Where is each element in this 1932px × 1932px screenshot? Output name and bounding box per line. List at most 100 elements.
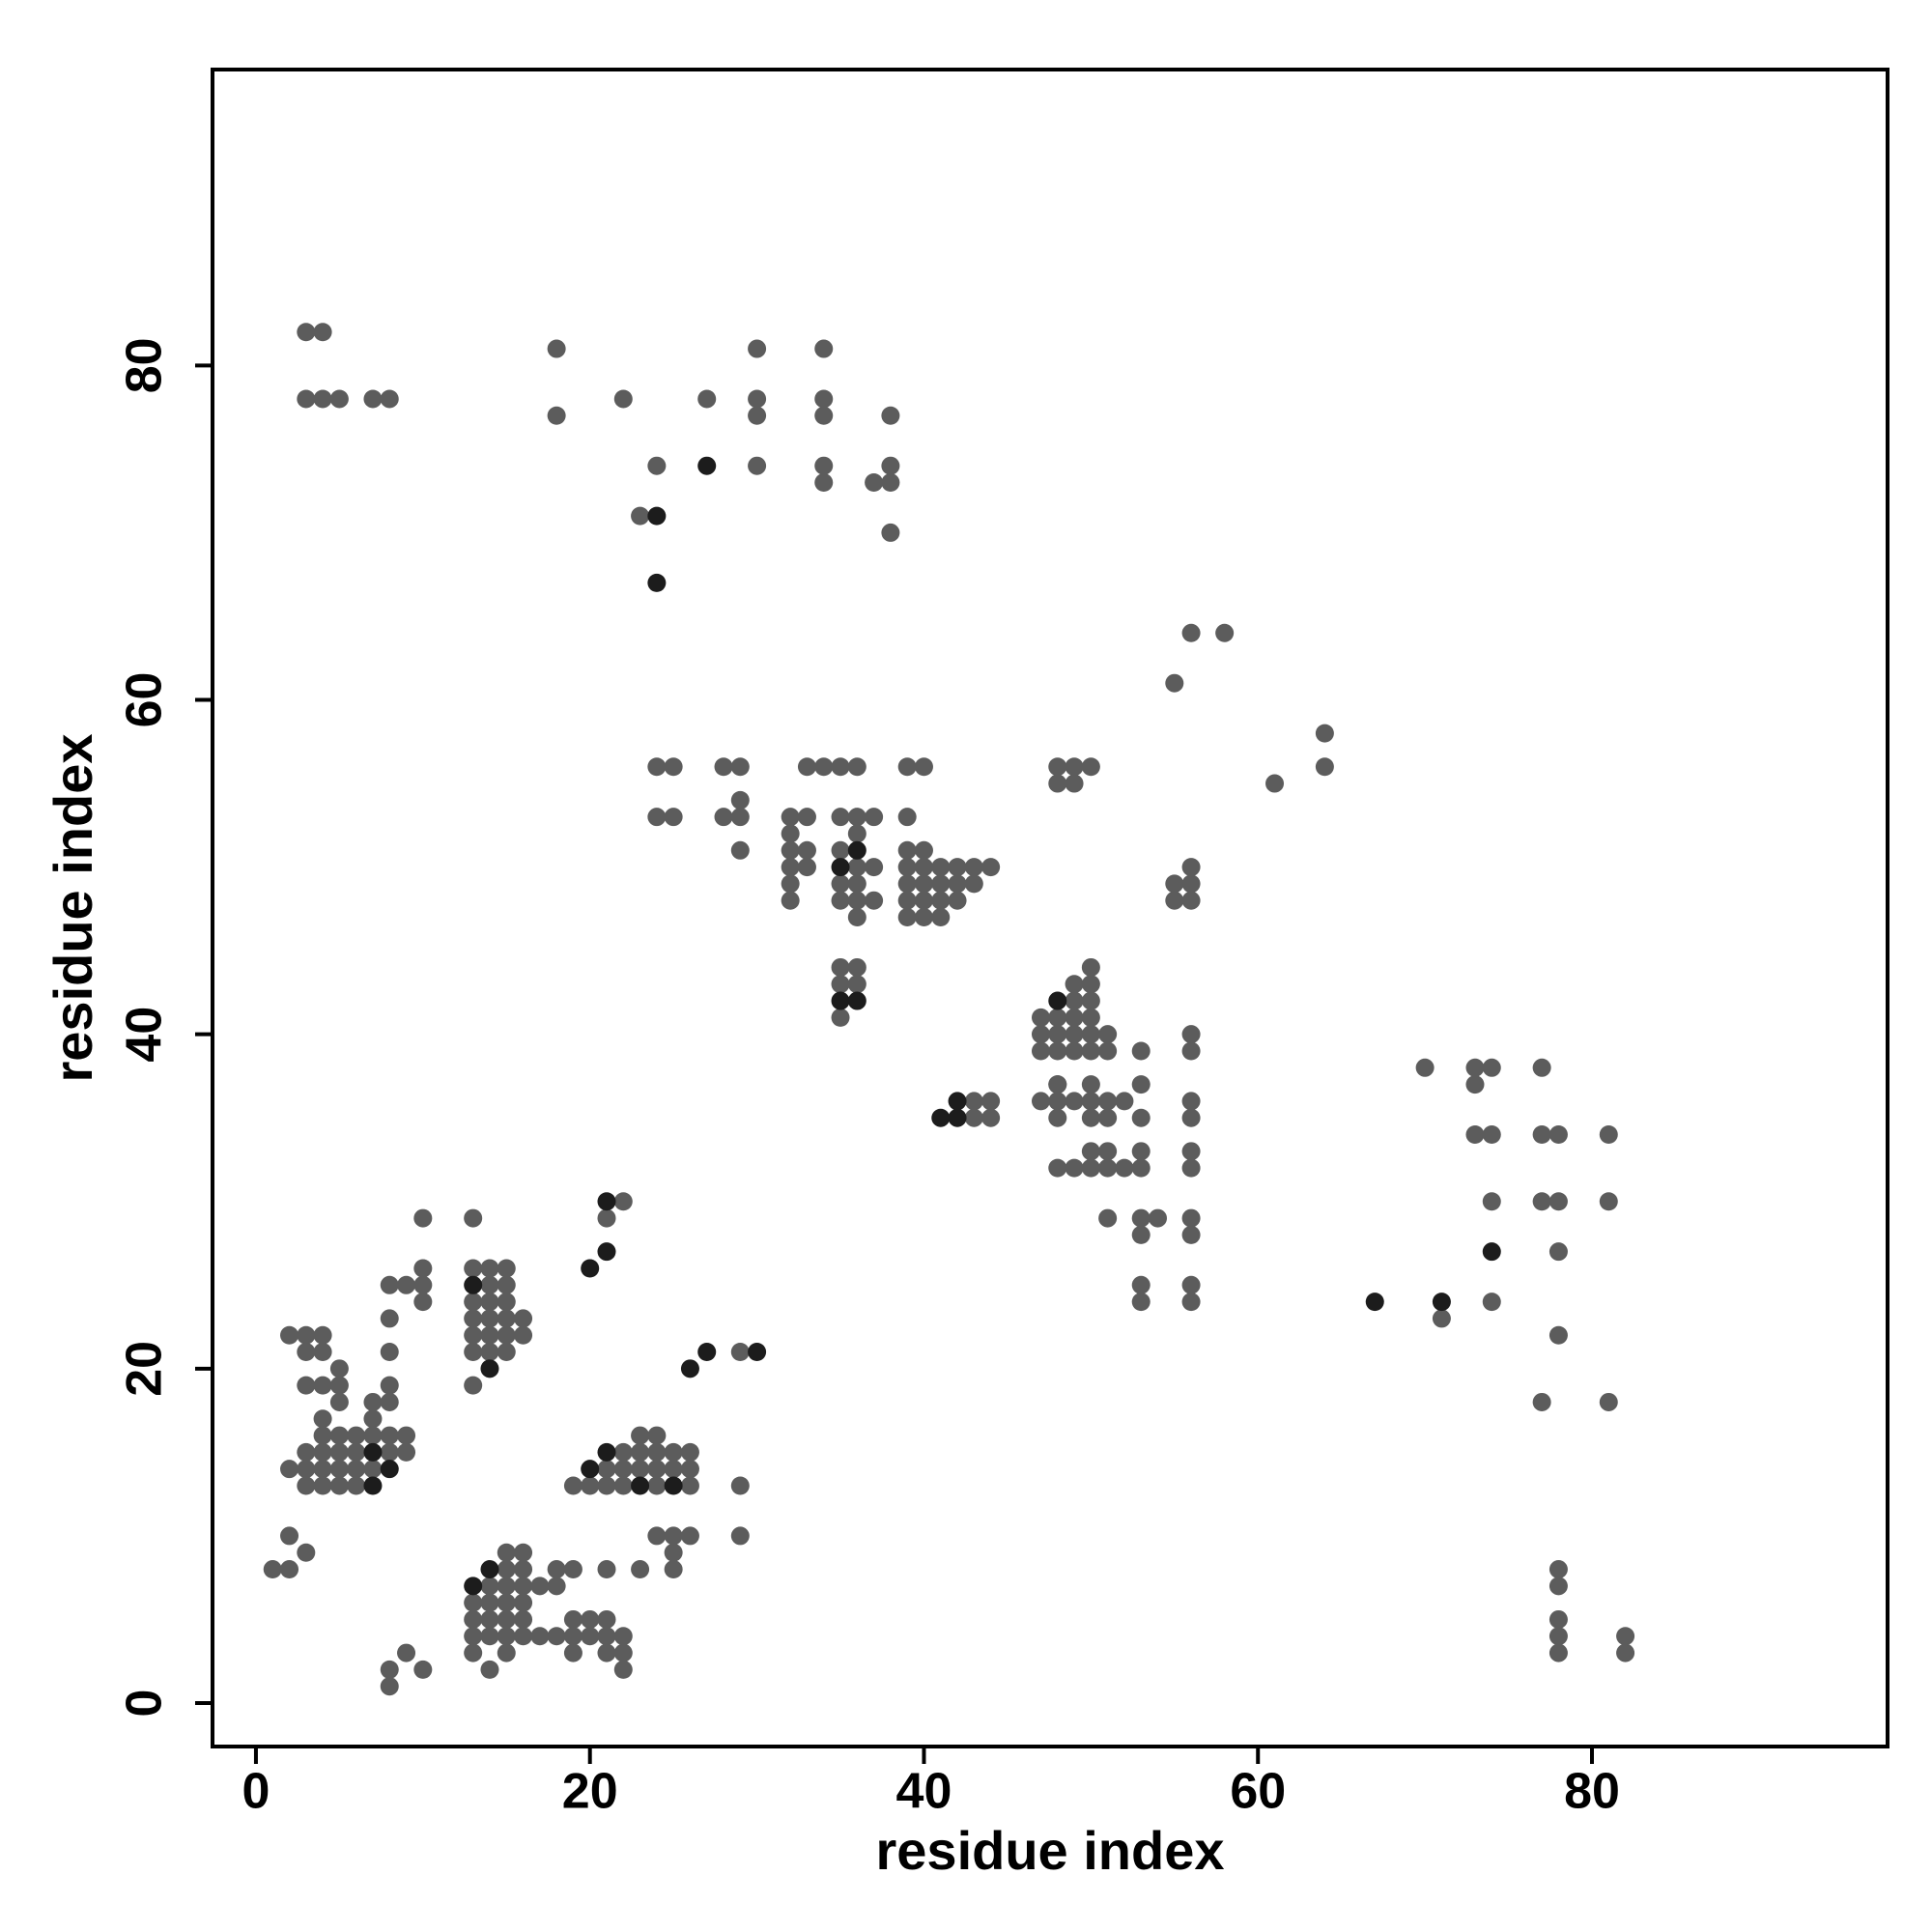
point bbox=[480, 1627, 499, 1646]
point bbox=[1065, 1041, 1084, 1061]
point bbox=[948, 858, 967, 877]
point bbox=[1181, 1275, 1201, 1294]
point bbox=[865, 808, 884, 827]
point bbox=[280, 1325, 299, 1345]
point bbox=[1181, 874, 1201, 894]
point bbox=[1616, 1643, 1635, 1662]
point bbox=[514, 1325, 533, 1345]
point bbox=[297, 1325, 316, 1345]
point bbox=[480, 1293, 499, 1312]
point bbox=[497, 1560, 516, 1579]
point bbox=[280, 1460, 299, 1479]
point bbox=[1432, 1309, 1451, 1328]
plot-frame bbox=[211, 68, 1889, 1748]
point bbox=[1181, 1092, 1201, 1111]
point bbox=[847, 858, 867, 877]
point bbox=[1532, 1192, 1551, 1211]
point bbox=[814, 456, 834, 475]
point bbox=[329, 1392, 349, 1411]
point bbox=[1181, 1208, 1201, 1228]
point bbox=[329, 1376, 349, 1395]
point bbox=[814, 757, 834, 777]
point bbox=[480, 1275, 499, 1294]
point bbox=[480, 1309, 499, 1328]
point bbox=[748, 389, 767, 409]
point bbox=[297, 1343, 316, 1362]
point bbox=[480, 1343, 499, 1362]
point bbox=[464, 1627, 483, 1646]
point bbox=[363, 1426, 383, 1445]
point bbox=[1181, 891, 1201, 910]
point bbox=[1548, 1242, 1568, 1262]
point bbox=[530, 1577, 550, 1596]
point bbox=[914, 757, 933, 777]
point bbox=[380, 1343, 399, 1362]
point bbox=[647, 757, 667, 777]
point bbox=[480, 1560, 499, 1579]
point bbox=[613, 1442, 633, 1462]
point bbox=[1131, 1158, 1151, 1178]
point bbox=[664, 1543, 683, 1562]
point bbox=[1465, 1075, 1485, 1094]
point bbox=[664, 1460, 683, 1479]
point bbox=[1131, 1225, 1151, 1244]
y-tick-label: 80 bbox=[117, 337, 173, 393]
point bbox=[464, 1643, 483, 1662]
point bbox=[931, 858, 951, 877]
point bbox=[613, 1192, 633, 1211]
point bbox=[1265, 774, 1285, 793]
point bbox=[697, 1343, 717, 1362]
point bbox=[1065, 757, 1084, 777]
point bbox=[914, 908, 933, 927]
point bbox=[1599, 1125, 1618, 1145]
point bbox=[563, 1643, 582, 1662]
point bbox=[1548, 1643, 1568, 1662]
point bbox=[1315, 724, 1334, 743]
point bbox=[514, 1577, 533, 1596]
point bbox=[831, 891, 850, 910]
point bbox=[748, 406, 767, 425]
point bbox=[680, 1442, 699, 1462]
point bbox=[1181, 1293, 1201, 1312]
point bbox=[814, 406, 834, 425]
point bbox=[631, 1442, 650, 1462]
point bbox=[1465, 1125, 1485, 1145]
point bbox=[263, 1560, 282, 1579]
point bbox=[597, 1476, 616, 1495]
point bbox=[897, 874, 917, 894]
point bbox=[881, 473, 900, 493]
point bbox=[948, 1108, 967, 1127]
point bbox=[931, 874, 951, 894]
point bbox=[831, 957, 850, 977]
point bbox=[1048, 774, 1067, 793]
point bbox=[563, 1627, 582, 1646]
point bbox=[1098, 1208, 1118, 1228]
point bbox=[881, 523, 900, 542]
point bbox=[948, 1092, 967, 1111]
point bbox=[847, 975, 867, 994]
point bbox=[1181, 858, 1201, 877]
point bbox=[313, 389, 332, 409]
point bbox=[664, 1560, 683, 1579]
point bbox=[613, 389, 633, 409]
point bbox=[781, 858, 800, 877]
point bbox=[831, 991, 850, 1010]
point bbox=[581, 1627, 600, 1646]
point bbox=[497, 1593, 516, 1612]
point bbox=[413, 1660, 433, 1679]
point bbox=[613, 1627, 633, 1646]
point bbox=[1115, 1158, 1134, 1178]
point bbox=[464, 1325, 483, 1345]
point bbox=[313, 323, 332, 342]
point bbox=[1065, 774, 1084, 793]
point bbox=[464, 1593, 483, 1612]
point bbox=[497, 1627, 516, 1646]
point bbox=[631, 1476, 650, 1495]
point bbox=[1098, 1108, 1118, 1127]
y-axis-title: residue index bbox=[43, 733, 103, 1082]
point bbox=[380, 1309, 399, 1328]
point bbox=[1048, 1041, 1067, 1061]
point bbox=[714, 757, 733, 777]
point bbox=[480, 1660, 499, 1679]
